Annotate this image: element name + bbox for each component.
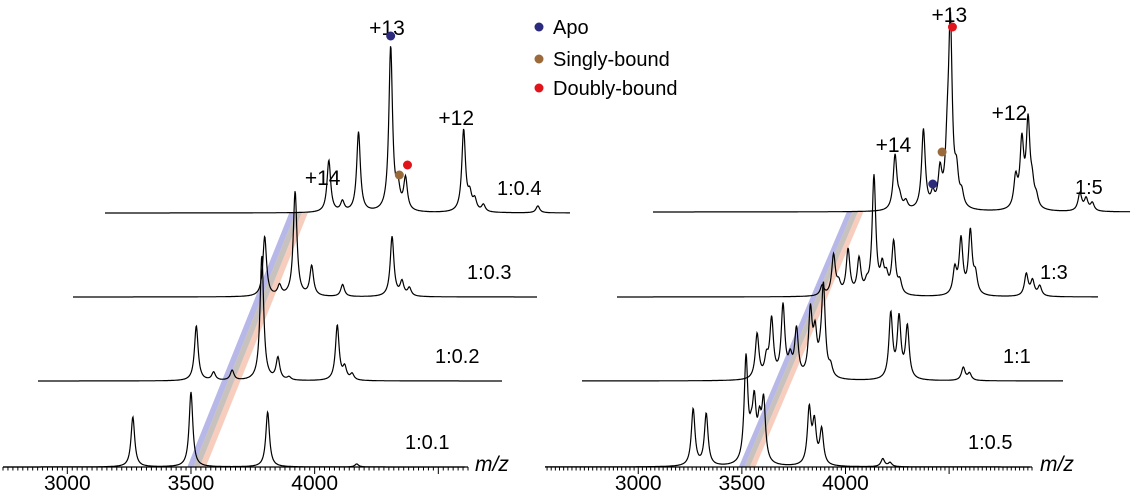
marker-apo (928, 179, 938, 189)
trace-ratio-label: 1:0.1 (405, 432, 449, 454)
trace-ratio-label: 1:5 (1075, 177, 1103, 199)
spectrum-trace-1-3 (617, 174, 1098, 298)
marker-doubly-bound (947, 22, 957, 32)
charge-label-12: +12 (992, 102, 1028, 125)
x-tick-label-4000: 4000 (822, 472, 869, 495)
marker-singly-bound (394, 170, 404, 180)
marker-doubly-bound (402, 160, 412, 170)
trace-ratio-label: 1:0.2 (435, 346, 479, 368)
charge-label-12: +12 (438, 107, 474, 130)
x-axis-label: m/z (1040, 453, 1074, 476)
band-stripe-0 (187, 213, 296, 467)
spectrum-trace-1-5 (653, 11, 1131, 213)
trace-ratio-label: 1:0.5 (968, 432, 1012, 454)
x-tick-label-3500: 3500 (719, 472, 766, 495)
band-stripe-2 (199, 213, 308, 467)
legend-doubly-bound-marker (534, 83, 544, 93)
charge-label-14: +14 (305, 167, 341, 190)
x-tick-label-4000: 4000 (291, 472, 338, 495)
trace-ratio-label: 1:0.4 (497, 178, 541, 200)
charge-label-14: +14 (876, 134, 912, 157)
spectrum-trace-1-0-4 (105, 46, 570, 214)
right-panel: 1:0.5 1:1 1:3 1:5 3000 3500 4000 m/z +14 +13 +12 (545, 4, 1131, 495)
trace-ratio-label: 1:0.3 (467, 262, 511, 284)
legend-apo-label: Apo (553, 17, 589, 39)
spectrum-trace-1-1 (582, 281, 1063, 382)
charge-label-13: +13 (369, 17, 405, 40)
spectrum-trace-1-0-1 (3, 391, 465, 468)
x-tick-label-3000: 3000 (44, 472, 91, 495)
x-tick-label-3500: 3500 (168, 472, 215, 495)
band-stripe-2 (749, 212, 864, 467)
left-panel: 1:0.1 1:0.2 1:0.3 1:0.4 3000 3500 4000 m/z +14 +1… (2, 17, 570, 495)
band-stripe-1 (193, 213, 302, 467)
legend: Apo Singly-bound Doubly-bound (534, 17, 678, 100)
x-tick-label-3000: 3000 (615, 472, 662, 495)
charge-label-13: +13 (932, 4, 968, 27)
legend-apo-marker (534, 22, 544, 32)
band-stripe-1 (744, 212, 858, 467)
marker-singly-bound (937, 147, 947, 157)
legend-singly-bound-marker (534, 54, 544, 64)
spectrum-trace-1-0-2 (38, 255, 502, 382)
x-axis-label: m/z (475, 453, 509, 476)
trace-ratio-label: 1:3 (1040, 262, 1068, 284)
trace-ratio-label: 1:1 (1003, 346, 1031, 368)
legend-singly-bound-label: Singly-bound (553, 49, 670, 71)
legend-doubly-bound-label: Doubly-bound (553, 78, 678, 100)
marker-apo (386, 31, 396, 41)
spectrum-trace-1-0-3 (73, 191, 537, 298)
